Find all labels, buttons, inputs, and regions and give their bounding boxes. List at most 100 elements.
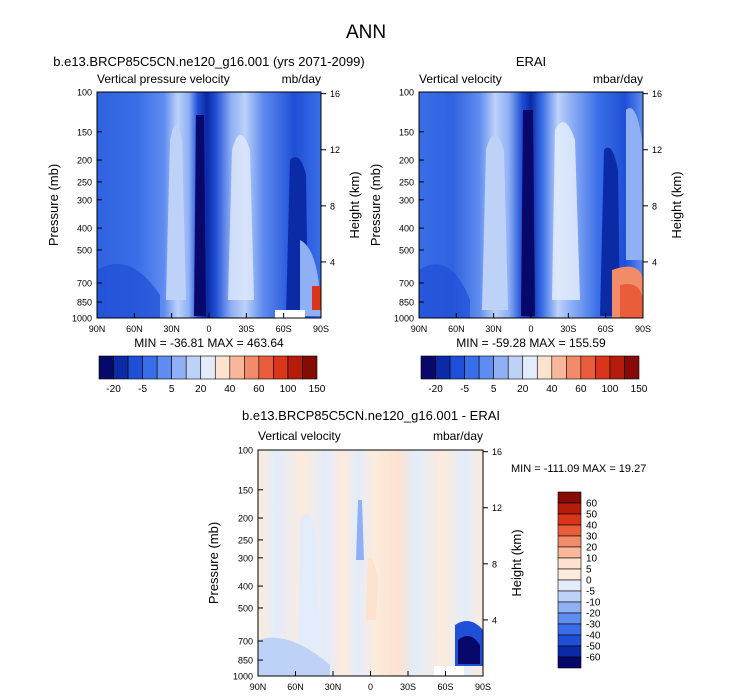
- colorbar-swatch: [493, 355, 509, 380]
- colorbar-label: 150: [309, 384, 326, 395]
- field-contour: [366, 557, 378, 620]
- colorbar-swatch: [557, 524, 582, 537]
- colorbar-label: -20: [106, 384, 121, 395]
- colorbar-label: 100: [280, 384, 297, 395]
- field-contour: [356, 500, 364, 560]
- colorbar-label: 50: [586, 510, 598, 521]
- y-tick-label: 400: [238, 582, 253, 592]
- y-tick-label: 300: [399, 195, 414, 205]
- colorbar-label: 0: [586, 576, 592, 587]
- panel-subtitle-right: mb/day: [282, 72, 321, 86]
- y-tick-label: 700: [399, 278, 414, 288]
- x-tick-label: 60N: [126, 324, 143, 334]
- colorbar-swatch: [557, 546, 582, 559]
- colorbar-label: 60: [586, 499, 598, 510]
- y-tick-label: 700: [238, 636, 253, 646]
- stats-label: MIN = -59.28 MAX = 155.59: [456, 336, 606, 350]
- y-right-tick-label: 8: [492, 559, 497, 569]
- colorbar-swatch: [557, 579, 582, 592]
- y-tick-label: 850: [399, 298, 414, 308]
- x-tick-label: 30N: [485, 324, 502, 334]
- y-tick-label: 100: [399, 88, 414, 98]
- field-contour: [298, 513, 320, 650]
- plot-area: [418, 91, 644, 319]
- colorbar-swatch: [420, 355, 436, 380]
- field-contour: [626, 108, 643, 260]
- y-tick-label: 200: [399, 156, 414, 166]
- field-contour: [419, 264, 470, 318]
- y-right-tick-label: 4: [330, 257, 335, 267]
- colorbar-label: 20: [195, 384, 207, 395]
- y-axis-title: Pressure (mb): [46, 164, 61, 246]
- x-tick-label: 30S: [400, 682, 416, 692]
- y-axis-right: Height (km) 16 12 8 4: [483, 447, 524, 625]
- colorbar-label: 20: [517, 384, 529, 395]
- y-axis-title: Pressure (mb): [368, 164, 383, 246]
- y-right-tick-label: 4: [652, 257, 657, 267]
- y-right-tick-label: 12: [492, 503, 502, 513]
- y-axis-left: Pressure (mb) 100 150 200 250 300 400 500 700 85…: [368, 88, 424, 324]
- y-right-tick-label: 4: [492, 615, 497, 625]
- field-contour: [620, 284, 643, 318]
- colorbar-label: 150: [631, 384, 648, 395]
- y-right-tick-label: 16: [492, 447, 502, 457]
- colorbar-swatch: [287, 355, 303, 380]
- y-right-tick-label: 12: [330, 145, 340, 155]
- y-tick-label: 400: [399, 224, 414, 234]
- y-right-tick-label: 16: [330, 89, 340, 99]
- colorbar-swatch: [98, 355, 114, 380]
- colorbar-swatch: [258, 355, 274, 380]
- y-tick-label: 500: [77, 245, 92, 255]
- panel-subtitle-right: mbar/day: [593, 72, 643, 86]
- x-tick-label: 30S: [238, 324, 254, 334]
- colorbar-label: 5: [491, 384, 497, 395]
- colorbar-label: 20: [586, 543, 598, 554]
- y-axis-right-title: Height (km): [509, 529, 524, 596]
- colorbar-swatch: [113, 355, 129, 380]
- x-axis: 90N 60N 30N 0 30S 60S 90S: [411, 313, 651, 334]
- x-tick-label: 90N: [250, 682, 267, 692]
- x-tick-label: 90S: [635, 324, 651, 334]
- y-tick-label: 250: [77, 177, 92, 187]
- colorbar-swatch: [557, 623, 582, 636]
- y-tick-label: 400: [77, 224, 92, 234]
- colorbar-swatch: [609, 355, 625, 380]
- x-tick-label: 90S: [313, 324, 329, 334]
- colorbar-swatch: [127, 355, 143, 380]
- colorbar-label: -40: [586, 631, 601, 642]
- field-contour: [258, 637, 330, 676]
- colorbar: -20 -5 5 20 40 60 100 150: [420, 355, 648, 395]
- y-tick-label: 150: [238, 485, 253, 495]
- colorbar-swatch: [557, 634, 582, 647]
- colorbar-swatch: [551, 355, 567, 380]
- y-tick-label: 250: [238, 535, 253, 545]
- colorbar-label: 100: [602, 384, 619, 395]
- y-tick-label: 850: [238, 656, 253, 666]
- colorbar-swatch: [156, 355, 172, 380]
- colorbar-swatch: [200, 355, 216, 380]
- colorbar-swatch: [244, 355, 260, 380]
- colorbar-label: -10: [586, 598, 601, 609]
- colorbar-label: 5: [586, 565, 592, 576]
- y-tick-label: 500: [399, 245, 414, 255]
- panel-subtitle-right: mbar/day: [433, 429, 483, 443]
- colorbar-label: 5: [169, 384, 175, 395]
- x-tick-label: 0: [528, 324, 533, 334]
- colorbar-swatch: [229, 355, 245, 380]
- x-tick-label: 30N: [325, 682, 342, 692]
- y-tick-label: 200: [77, 156, 92, 166]
- colorbar-swatch: [557, 557, 582, 570]
- colorbar-swatch: [557, 612, 582, 625]
- y-axis-left: Pressure (mb) 100 150 200 250 300 400 500 700 85…: [206, 446, 263, 682]
- colorbar-label: 60: [575, 384, 587, 395]
- x-tick-label: 60N: [448, 324, 465, 334]
- colorbar-label: -5: [586, 587, 595, 598]
- colorbar-swatch: [624, 355, 640, 380]
- colorbar-swatch: [449, 355, 465, 380]
- y-tick-label: 150: [399, 127, 414, 137]
- panel-title: b.e13.BRCP85C5CN.ne120_g16.001 (yrs 2071…: [53, 54, 364, 69]
- panel-title: ERAI: [516, 54, 546, 69]
- y-right-tick-label: 16: [652, 89, 662, 99]
